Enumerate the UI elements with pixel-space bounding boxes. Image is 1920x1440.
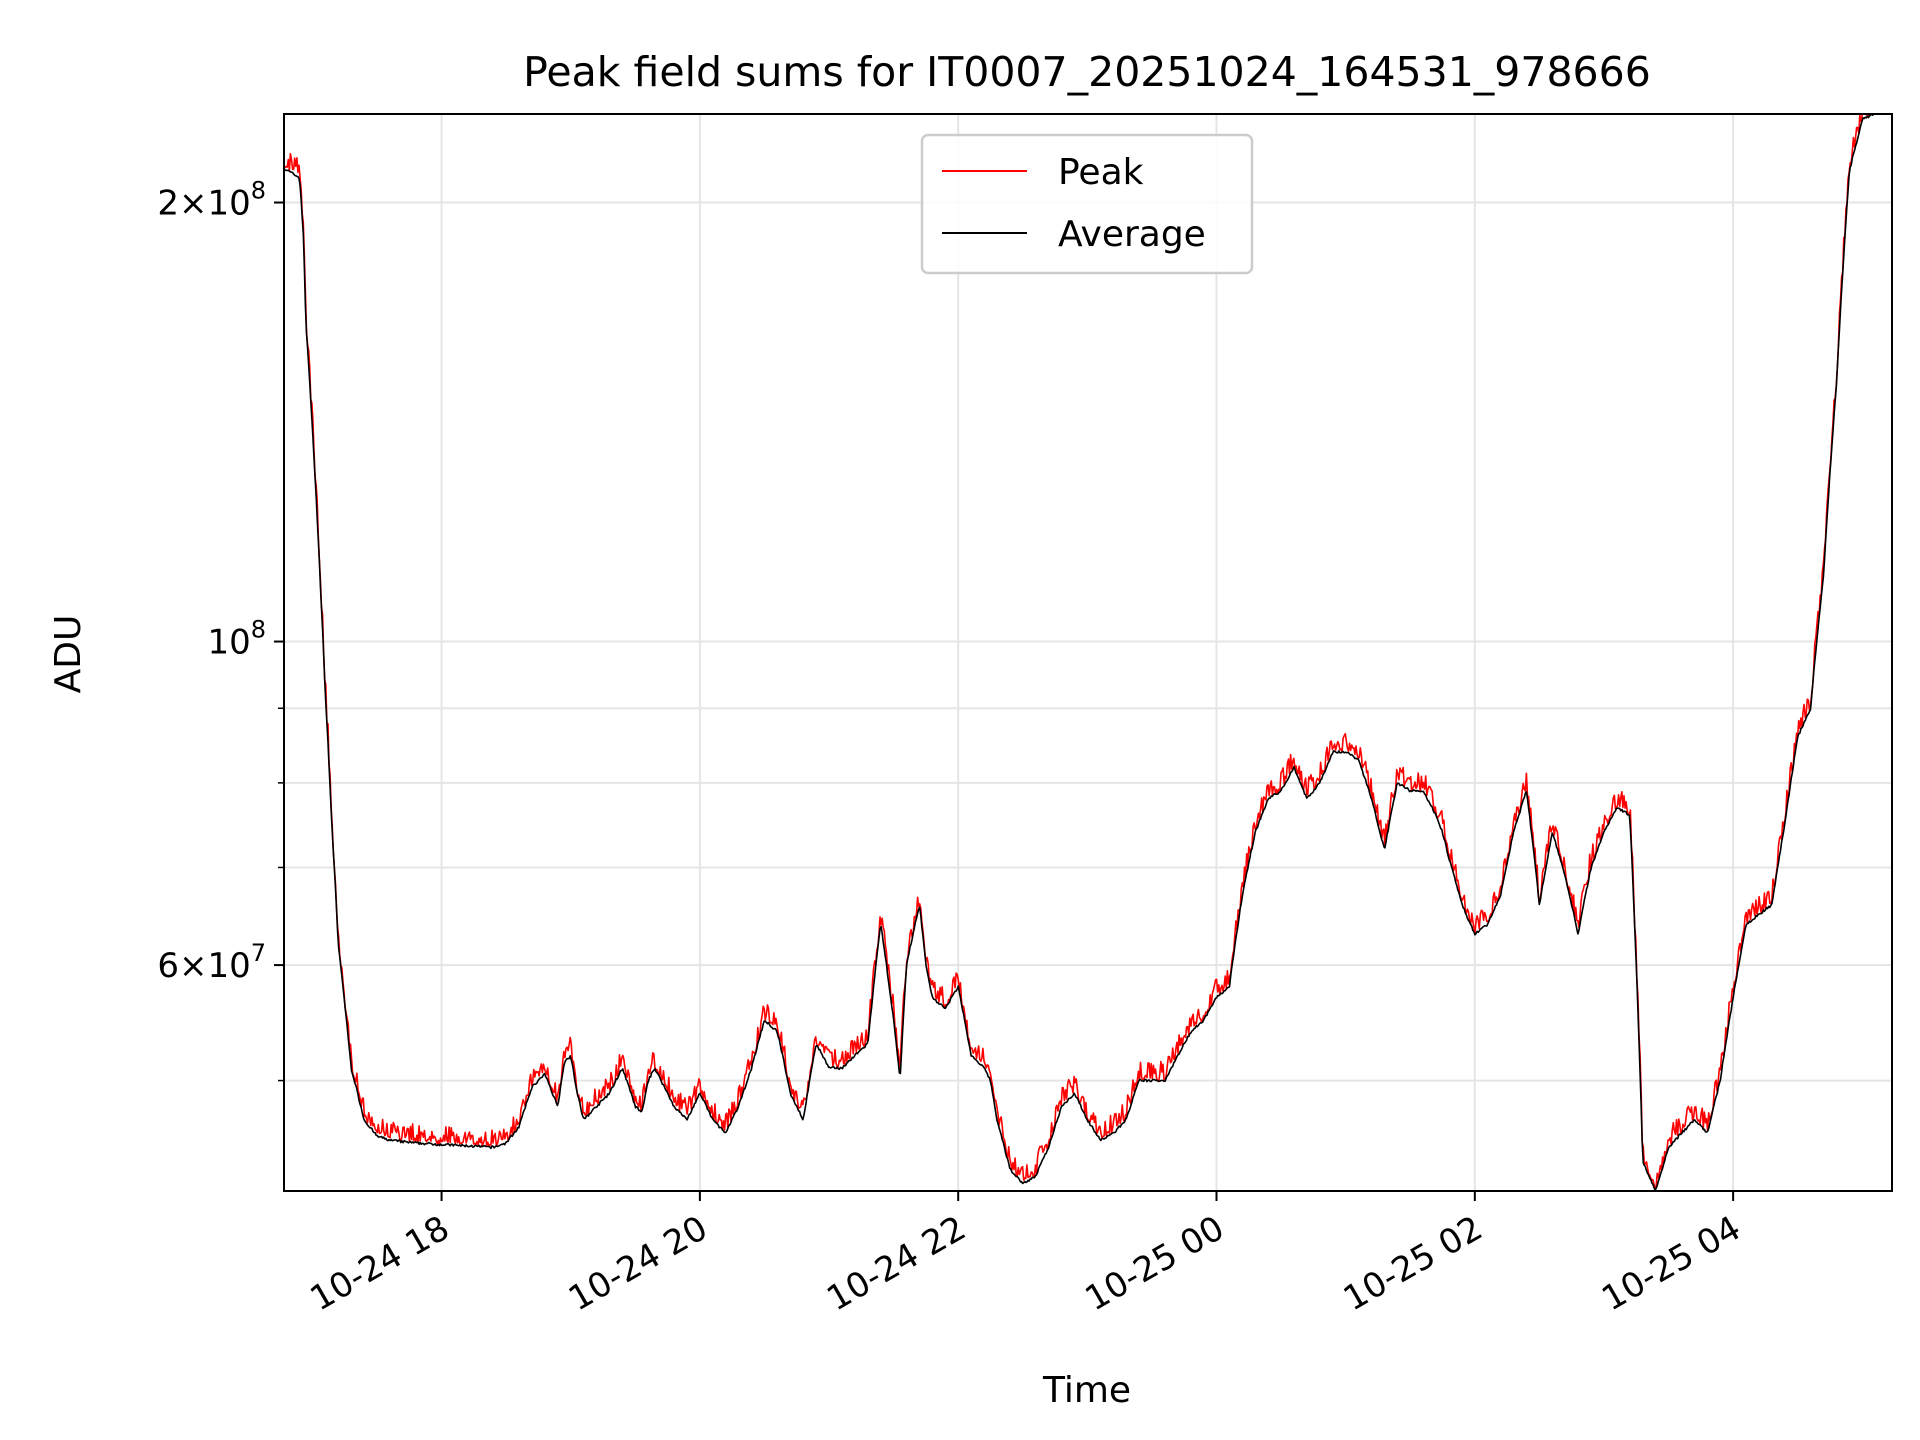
plot-frame: [283, 113, 1893, 1192]
y-tick-label: 6×107: [157, 939, 266, 986]
x-axis-label: Time: [1042, 1370, 1131, 1411]
legend-peak-label: Peak: [1058, 152, 1144, 193]
y-tick-label: 108: [207, 616, 266, 663]
series-layer: [284, 114, 1875, 1191]
y-axis-label: ADU: [48, 615, 89, 694]
legend-average-label: Average: [1058, 214, 1206, 255]
grid: [284, 114, 1892, 1191]
legend: Peak Average: [920, 133, 1254, 275]
series-average-line: [284, 114, 1875, 1191]
legend-box: [920, 133, 1254, 275]
y-tick-label: 2×108: [157, 177, 266, 224]
chart-title: Peak field sums for IT0007_20251024_1645…: [523, 48, 1651, 96]
